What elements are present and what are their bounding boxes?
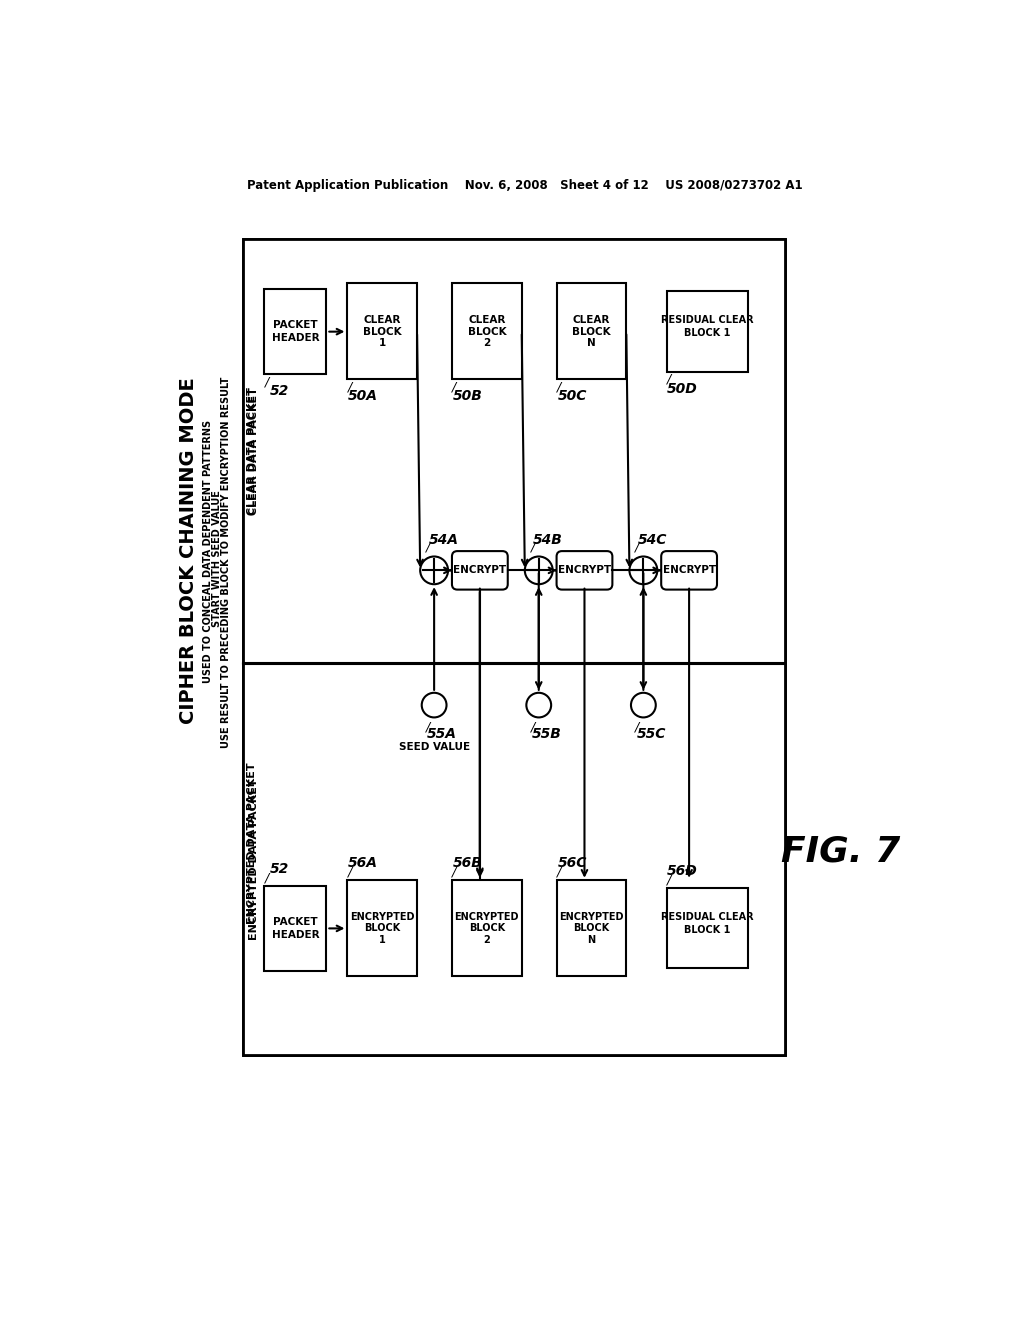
Text: 54A: 54A <box>428 532 459 546</box>
Text: CLEAR DATA PACKET: CLEAR DATA PACKET <box>247 388 257 515</box>
Text: USE RESULT TO PRECEDING BLOCK TO MODIFY ENCRYPTION RESULT: USE RESULT TO PRECEDING BLOCK TO MODIFY … <box>221 378 231 748</box>
Text: PACKET: PACKET <box>273 321 317 330</box>
Text: HEADER: HEADER <box>271 333 319 343</box>
Text: ENCRYPTED DATA PACKET: ENCRYPTED DATA PACKET <box>249 779 258 940</box>
Text: 52: 52 <box>270 862 290 876</box>
Text: BLOCK: BLOCK <box>365 924 400 933</box>
Text: ENCRYPT: ENCRYPT <box>558 565 611 576</box>
Text: /: / <box>453 866 457 879</box>
Text: PACKET: PACKET <box>273 917 317 927</box>
Text: /: / <box>635 541 639 554</box>
Bar <box>557 284 627 379</box>
Bar <box>557 880 627 977</box>
Text: /: / <box>264 871 269 884</box>
Text: ENCRYPTED: ENCRYPTED <box>559 912 624 921</box>
Text: ENCRYPT: ENCRYPT <box>454 565 507 576</box>
Text: /: / <box>426 541 430 554</box>
Text: 56C: 56C <box>557 855 587 870</box>
Circle shape <box>631 693 655 718</box>
Text: 55C: 55C <box>637 727 666 742</box>
Text: /: / <box>667 372 671 385</box>
Text: /: / <box>530 541 535 554</box>
Text: 56D: 56D <box>667 863 697 878</box>
Circle shape <box>630 557 657 585</box>
Text: ENCRYPTED DATA PACKET: ENCRYPTED DATA PACKET <box>247 763 257 924</box>
Text: FIG. 7: FIG. 7 <box>781 834 901 869</box>
Text: 50A: 50A <box>348 389 378 404</box>
Text: 56A: 56A <box>348 855 378 870</box>
Text: ENCRYPTED: ENCRYPTED <box>455 912 519 921</box>
Text: CIPHER BLOCK CHAINING MODE: CIPHER BLOCK CHAINING MODE <box>179 378 198 725</box>
Bar <box>452 284 521 379</box>
Circle shape <box>526 693 551 718</box>
Text: BLOCK: BLOCK <box>362 326 401 337</box>
Text: 1: 1 <box>379 935 386 945</box>
Text: 2: 2 <box>483 338 490 348</box>
Text: BLOCK: BLOCK <box>572 326 610 337</box>
Text: START WITH SEED VALUE: START WITH SEED VALUE <box>212 490 222 627</box>
Bar <box>347 284 417 379</box>
Text: CLEAR: CLEAR <box>364 315 400 325</box>
Text: 54B: 54B <box>534 532 563 546</box>
Text: /: / <box>557 866 561 879</box>
Circle shape <box>420 557 449 585</box>
Text: /: / <box>557 380 561 393</box>
Text: 56B: 56B <box>453 855 482 870</box>
Text: BLOCK 1: BLOCK 1 <box>684 329 730 338</box>
Text: BLOCK 1: BLOCK 1 <box>684 925 730 935</box>
Circle shape <box>422 693 446 718</box>
FancyBboxPatch shape <box>452 552 508 590</box>
Text: BLOCK: BLOCK <box>469 924 505 933</box>
Text: /: / <box>530 721 535 733</box>
Text: /: / <box>453 380 457 393</box>
Bar <box>264 289 327 374</box>
Text: N: N <box>588 935 596 945</box>
Bar <box>347 880 417 977</box>
Bar <box>667 290 748 372</box>
Text: HEADER: HEADER <box>271 929 319 940</box>
Text: USED TO CONCEAL DATA DEPENDENT PATTERNS: USED TO CONCEAL DATA DEPENDENT PATTERNS <box>203 420 213 682</box>
Text: RESIDUAL CLEAR: RESIDUAL CLEAR <box>660 315 754 325</box>
Bar <box>264 886 327 970</box>
Text: /: / <box>347 866 352 879</box>
Text: 55B: 55B <box>531 727 561 742</box>
Text: SEED VALUE: SEED VALUE <box>398 742 470 751</box>
Bar <box>243 239 785 1056</box>
Bar <box>667 887 748 969</box>
Text: 50C: 50C <box>557 389 587 404</box>
FancyBboxPatch shape <box>557 552 612 590</box>
Text: /: / <box>426 721 430 733</box>
Text: Patent Application Publication    Nov. 6, 2008   Sheet 4 of 12    US 2008/027370: Patent Application Publication Nov. 6, 2… <box>247 178 803 191</box>
Text: RESIDUAL CLEAR: RESIDUAL CLEAR <box>660 912 754 921</box>
FancyBboxPatch shape <box>662 552 717 590</box>
Text: CLEAR: CLEAR <box>468 315 506 325</box>
Text: 54C: 54C <box>638 532 668 546</box>
Text: /: / <box>347 380 352 393</box>
Text: N: N <box>587 338 596 348</box>
Text: 55A: 55A <box>427 727 457 742</box>
Text: 52: 52 <box>270 384 290 397</box>
Bar <box>243 239 785 1056</box>
Text: 50B: 50B <box>453 389 482 404</box>
Text: ENCRYPTED: ENCRYPTED <box>350 912 415 921</box>
Text: /: / <box>635 721 639 733</box>
Text: BLOCK: BLOCK <box>573 924 609 933</box>
Text: 2: 2 <box>483 935 490 945</box>
Text: CLEAR: CLEAR <box>572 315 610 325</box>
Text: /: / <box>264 375 269 388</box>
Text: ENCRYPT: ENCRYPT <box>663 565 716 576</box>
Text: CLEAR DATA PACKET: CLEAR DATA PACKET <box>249 387 258 515</box>
Bar <box>452 880 521 977</box>
Text: 1: 1 <box>379 338 386 348</box>
Text: 50D: 50D <box>667 381 697 396</box>
Circle shape <box>524 557 553 585</box>
Text: BLOCK: BLOCK <box>468 326 506 337</box>
Text: /: / <box>667 874 671 887</box>
